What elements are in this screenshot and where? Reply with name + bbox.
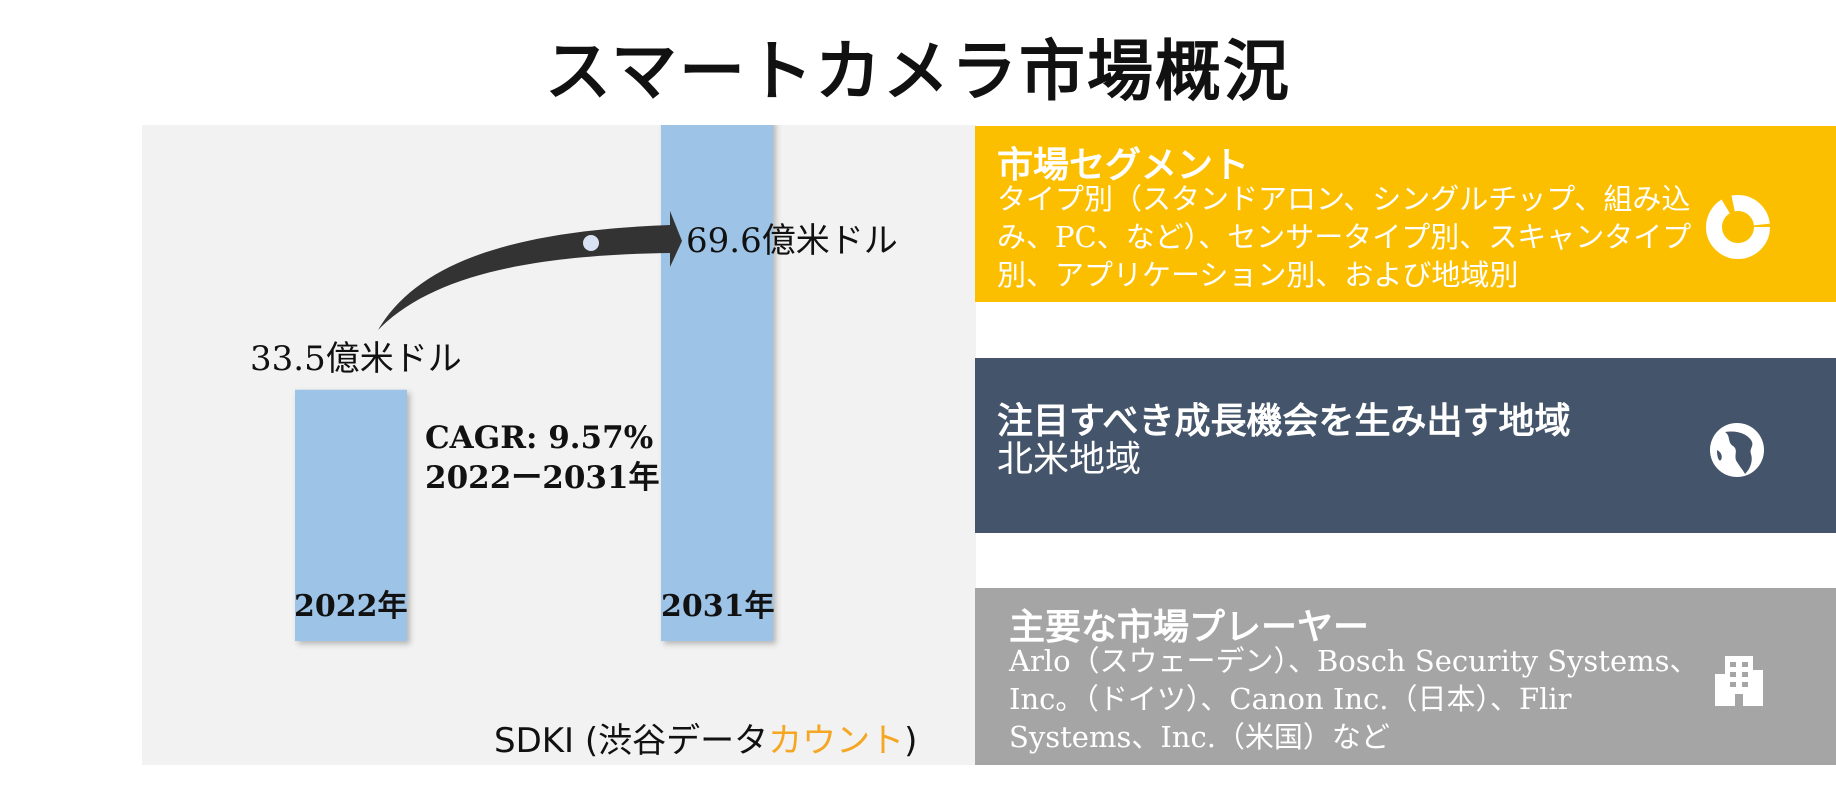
region-heading: 注目すべき成長機会を生み出す地域 [997, 400, 1571, 442]
value-label-2031: 69.6億米ドル [686, 221, 898, 261]
segment-text: タイプ別（スタンドアロン、シングルチップ、組み込み、PC、など）、センサータイプ… [997, 182, 1692, 292]
cagr-period: 2022ー2031年 [425, 460, 660, 496]
region-box: 注目すべき成長機会を生み出す地域 北米地域 [975, 358, 1836, 533]
page-title: スマートカメラ市場概況 [544, 32, 1292, 110]
globe-icon [1710, 423, 1764, 477]
cagr-annotation: CAGR: 9.57% 2022ー2031年 [425, 418, 660, 498]
players-box: 主要な市場プレーヤー Arlo（スウェーデン）、Bosch Security S… [975, 588, 1836, 765]
players-text: Arlo（スウェーデン）、Bosch Security Systems、Inc。… [1009, 644, 1699, 754]
value-label-2022: 33.5億米ドル [250, 339, 462, 379]
building-icon [1715, 656, 1763, 706]
bar-label-2022: 2022年 [294, 589, 408, 624]
growth-arrow [378, 211, 682, 330]
chart-panel: 33.5億米ドル 69.6億米ドル 2022年 2031年 CAGR: 9.57… [142, 125, 976, 765]
segment-box: 市場セグメント タイプ別（スタンドアロン、シングルチップ、組み込み、PC、など）… [975, 126, 1836, 302]
players-heading: 主要な市場プレーヤー [1009, 606, 1370, 648]
segment-heading: 市場セグメント [997, 144, 1250, 186]
donut-chart-icon [1706, 195, 1770, 259]
source-suffix: ) [904, 721, 918, 761]
source-accent: カウント [768, 721, 905, 761]
bar-2022 [295, 389, 407, 641]
arrow-dot [583, 235, 599, 251]
market-size-chart [295, 125, 773, 641]
region-text: 北米地域 [997, 439, 1142, 480]
cagr-label: CAGR: 9.57% [425, 420, 654, 456]
source-credit: SDKI (渋谷データカウント) [494, 713, 917, 762]
source-prefix: SDKI (渋谷データ [494, 721, 769, 761]
bar-label-2031: 2031年 [661, 589, 775, 624]
bar-2031 [661, 125, 773, 641]
